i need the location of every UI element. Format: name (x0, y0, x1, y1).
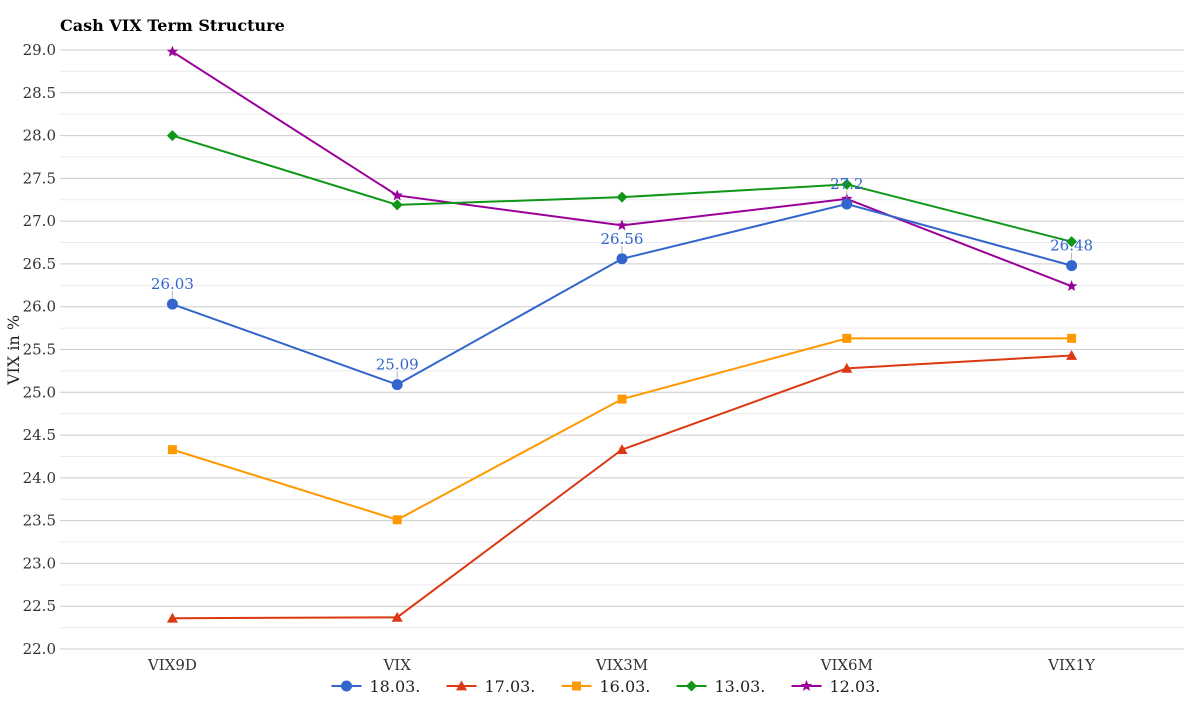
data-point[interactable] (841, 192, 853, 204)
y-tick-label: 25.5 (23, 341, 56, 359)
legend-label: 18.03. (370, 677, 421, 696)
series-diamond (166, 130, 1078, 248)
legend-item[interactable]: 13.03. (676, 677, 766, 696)
series-line (172, 337, 1072, 521)
legend-marker (456, 680, 467, 691)
legend-item[interactable]: 16.03. (561, 677, 651, 696)
data-point[interactable] (391, 379, 403, 391)
x-tick-label: VIX3M (595, 656, 648, 674)
data-point[interactable] (391, 611, 403, 622)
legend-label: 17.03. (485, 677, 536, 696)
data-point[interactable] (842, 333, 852, 343)
y-tick-label: 25.0 (23, 383, 56, 401)
data-labels: 26.03 25.09 26.56 27.2 26.48 (151, 175, 1093, 379)
legend-marker (341, 680, 352, 692)
data-point[interactable] (841, 178, 853, 190)
y-axis-label: VIX in % (4, 315, 23, 386)
legend-label: 12.03. (830, 677, 881, 696)
x-tick-label: VIX1Y (1047, 656, 1096, 674)
y-tick-label: 29.0 (23, 41, 56, 59)
data-label: 27.2 (830, 175, 863, 193)
y-tick-label: 24.0 (23, 469, 56, 487)
data-point[interactable] (167, 445, 177, 455)
legend: 18.03. 17.03. 16.03. 13.03. 12.03. (331, 677, 881, 696)
data-point[interactable] (166, 45, 179, 57)
data-label: 26.03 (151, 275, 194, 293)
y-tick-label: 27.0 (23, 212, 56, 230)
data-point[interactable] (616, 253, 628, 265)
data-label: 26.56 (601, 230, 644, 248)
data-point[interactable] (1066, 349, 1078, 360)
data-point[interactable] (1066, 236, 1078, 248)
data-point[interactable] (1066, 260, 1078, 272)
y-tick-label: 26.5 (23, 255, 56, 273)
legend-marker (686, 680, 697, 692)
y-tick-label: 28.0 (23, 127, 56, 145)
data-point[interactable] (616, 219, 628, 231)
data-point[interactable] (166, 130, 178, 142)
legend-item[interactable]: 12.03. (791, 677, 881, 696)
y-tick-label: 23.0 (23, 554, 56, 572)
data-point[interactable] (166, 612, 178, 623)
data-point[interactable] (1065, 280, 1078, 292)
x-axis: VIX9D VIX VIX3M VIX6M VIX1Y (147, 656, 1096, 674)
y-tick-label: 23.5 (23, 512, 56, 530)
x-tick-label: VIX9D (147, 656, 197, 674)
y-tick-label: 22.0 (23, 640, 56, 658)
chart-title: Cash VIX Term Structure (60, 16, 285, 35)
legend-marker (572, 681, 581, 691)
series-star (166, 45, 1078, 292)
legend-marker (800, 680, 813, 691)
data-point[interactable] (1067, 333, 1077, 343)
data-point[interactable] (166, 298, 178, 310)
series-triangle (166, 349, 1078, 623)
legend-item[interactable]: 18.03. (331, 677, 421, 696)
x-tick-label: VIX6M (820, 656, 873, 674)
y-tick-label: 22.5 (23, 597, 56, 615)
x-tick-label: VIX (382, 656, 411, 674)
data-point[interactable] (617, 394, 627, 404)
series-square (167, 333, 1077, 525)
legend-label: 16.03. (600, 677, 651, 696)
data-point[interactable] (391, 199, 403, 211)
legend-item[interactable]: 17.03. (446, 677, 536, 696)
y-axis: 22.0 22.5 23.0 23.5 24.0 24.5 25.0 25.5 26.0 26.5… (23, 41, 56, 658)
data-point[interactable] (391, 189, 403, 201)
data-label: 25.09 (376, 356, 419, 374)
y-tick-label: 27.5 (23, 169, 56, 187)
data-point[interactable] (841, 362, 853, 373)
y-tick-label: 24.5 (23, 426, 56, 444)
data-point[interactable] (616, 191, 628, 203)
series-circle (166, 198, 1078, 391)
y-tick-label: 26.0 (23, 298, 56, 316)
legend-label: 13.03. (715, 677, 766, 696)
data-point[interactable] (392, 515, 402, 525)
data-point[interactable] (841, 198, 853, 210)
grid (60, 49, 1184, 650)
y-tick-label: 28.5 (23, 84, 56, 102)
series (166, 45, 1078, 623)
data-label: 26.48 (1050, 237, 1093, 255)
data-point[interactable] (616, 444, 628, 455)
